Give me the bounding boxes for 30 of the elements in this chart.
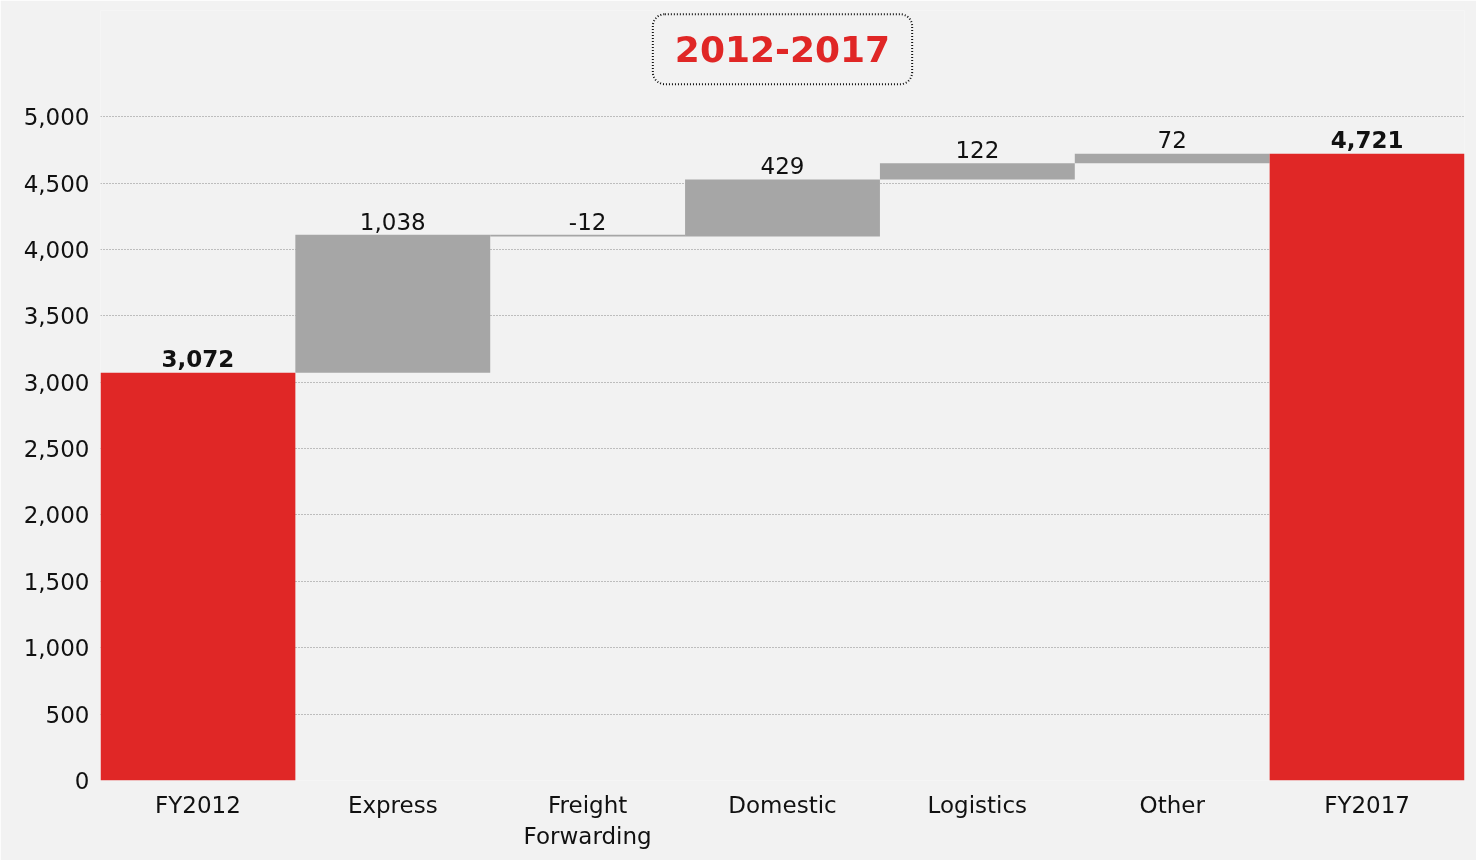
y-tick-label: 500: [45, 701, 90, 728]
bar: [100, 372, 296, 781]
text: 2012-2017: [674, 29, 891, 71]
data-label: 72: [1157, 127, 1187, 154]
y-tick-label: 1,500: [23, 568, 90, 595]
data-label: 4,721: [1330, 127, 1404, 154]
y-tick-label: 4,500: [23, 170, 90, 197]
y-tick-label: 4,000: [23, 236, 90, 263]
y-tick-label: 3,000: [23, 369, 90, 396]
data-label: 1,038: [359, 208, 426, 235]
bar: [879, 163, 1075, 180]
y-tick-label: 0: [74, 768, 90, 794]
y-tick-label: 3,500: [23, 303, 90, 330]
y-tick-label: 5,000: [23, 104, 90, 131]
x-tick-label: Logistics: [927, 791, 1028, 818]
data-label: 122: [955, 136, 1000, 163]
y-tick-label: 2,000: [23, 502, 90, 529]
y-tick-label: 2,500: [23, 436, 90, 463]
x-tick-label: Express: [347, 791, 438, 818]
y-tick-label: 1,000: [23, 635, 90, 662]
x-tick-label: Freight Forwarding: [523, 791, 652, 849]
bar: [1074, 153, 1270, 164]
bar: [1269, 153, 1465, 781]
x-tick-label: Domestic: [728, 791, 837, 818]
x-tick-label: Other: [1139, 791, 1206, 818]
x-tick-label: FY2017: [1324, 791, 1410, 818]
x-tick-label: FY2012: [155, 791, 241, 818]
data-label: 3,072: [161, 346, 235, 373]
data-label: -12: [568, 208, 607, 235]
data-label: 429: [760, 153, 805, 180]
